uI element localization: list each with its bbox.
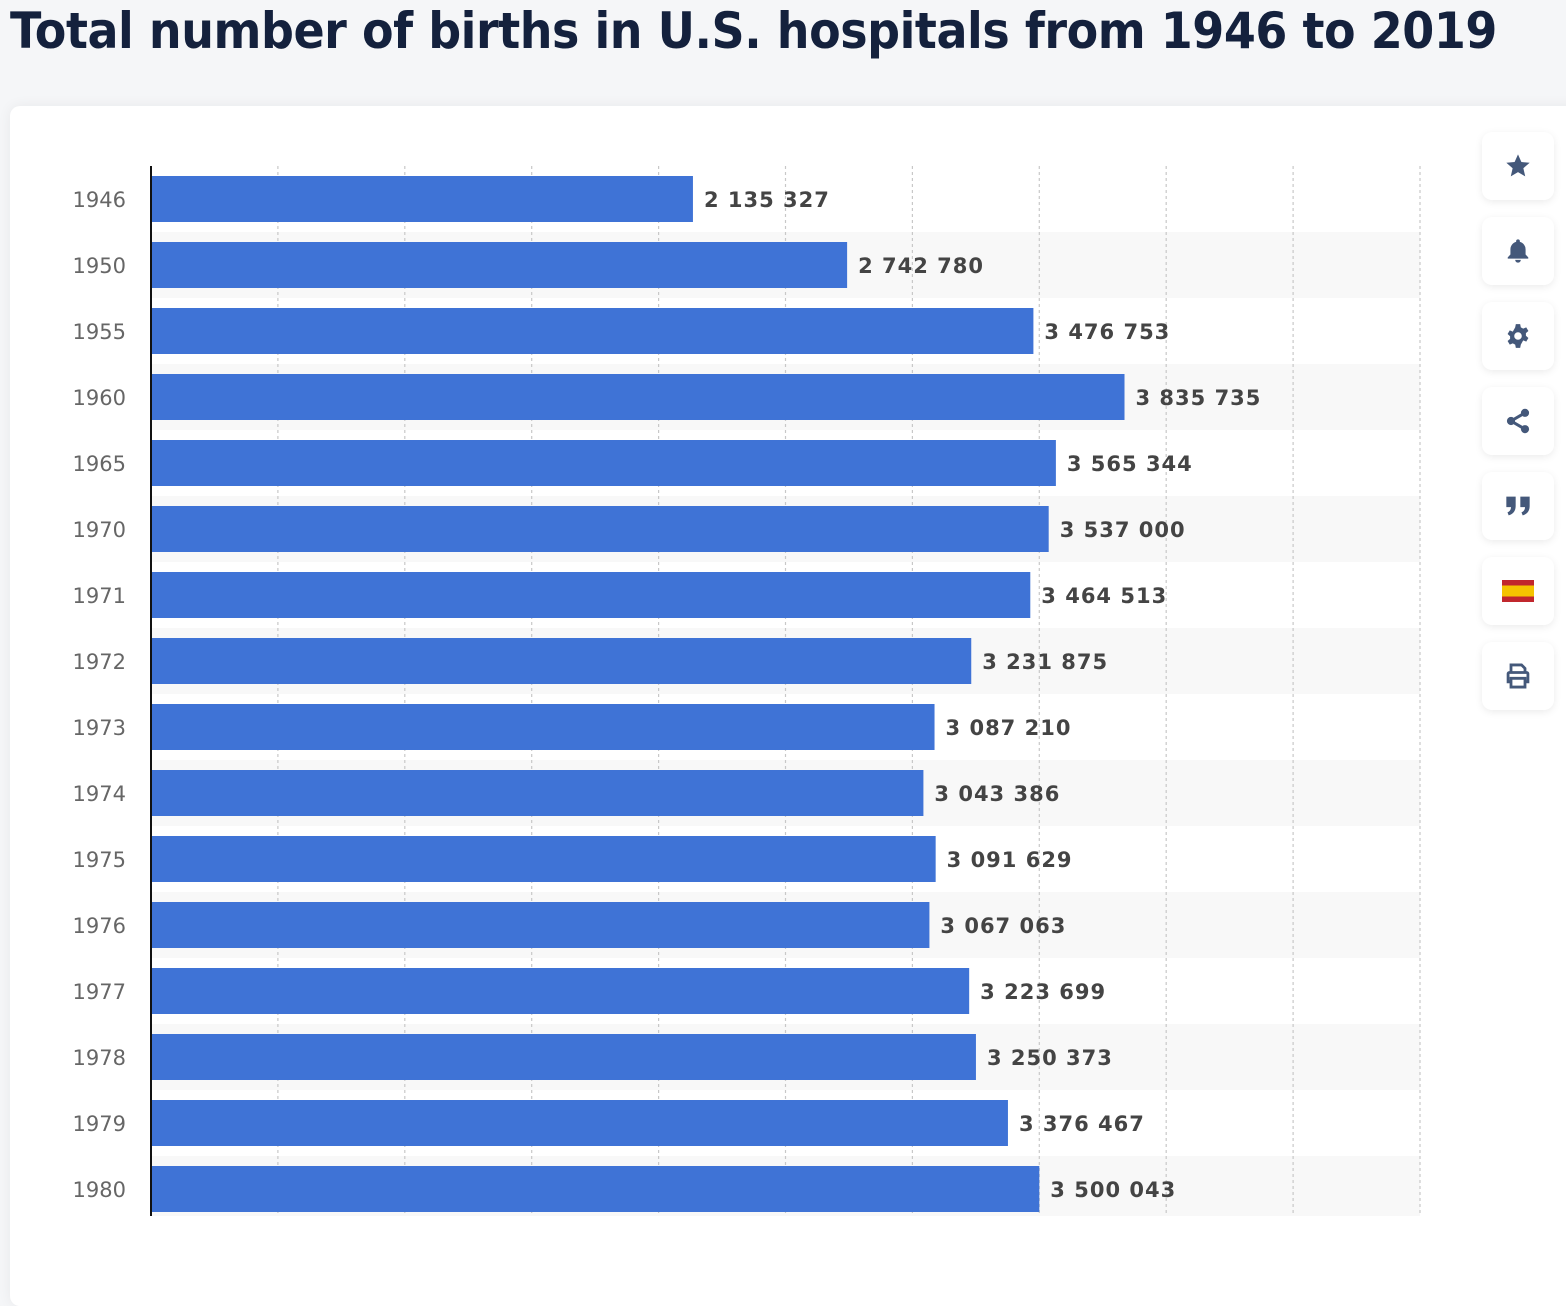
share-button[interactable]	[1482, 387, 1554, 455]
bar-1973[interactable]	[151, 704, 935, 750]
category-label: 1974	[73, 782, 126, 806]
printer-icon	[1506, 663, 1530, 689]
value-label: 3 223 699	[980, 980, 1106, 1004]
category-label: 1975	[73, 848, 126, 872]
value-label: 3 043 386	[934, 782, 1060, 806]
value-label: 3 464 513	[1041, 584, 1167, 608]
page-title: Total number of births in U.S. hospitals…	[10, 2, 1497, 60]
language-button[interactable]	[1482, 557, 1554, 625]
value-label: 3 500 043	[1050, 1178, 1176, 1202]
bar-1946[interactable]	[151, 176, 693, 222]
value-label: 3 087 210	[946, 716, 1072, 740]
bar-1950[interactable]	[151, 242, 848, 288]
category-label: 1960	[73, 386, 126, 410]
category-label: 1978	[73, 1046, 126, 1070]
category-label: 1971	[73, 584, 126, 608]
bar-1972[interactable]	[151, 638, 972, 684]
notification-button[interactable]	[1482, 217, 1554, 285]
bell-icon	[1507, 239, 1529, 263]
bar-1975[interactable]	[151, 836, 936, 882]
value-label: 3 565 344	[1067, 452, 1193, 476]
category-label: 1977	[73, 980, 126, 1004]
bar-1979[interactable]	[151, 1100, 1008, 1146]
category-label: 1979	[73, 1112, 126, 1136]
share-icon	[1506, 408, 1530, 434]
bar-1976[interactable]	[151, 902, 930, 948]
value-label: 3 231 875	[982, 650, 1108, 674]
bar-1955[interactable]	[151, 308, 1034, 354]
settings-button[interactable]	[1482, 302, 1554, 370]
bar-1977[interactable]	[151, 968, 970, 1014]
category-label: 1955	[73, 320, 126, 344]
category-label: 1950	[73, 254, 126, 278]
category-label: 1976	[73, 914, 126, 938]
favorite-button[interactable]	[1482, 132, 1554, 200]
value-label: 3 091 629	[947, 848, 1073, 872]
category-label: 1946	[73, 188, 126, 212]
bar-1978[interactable]	[151, 1034, 976, 1080]
category-label: 1972	[73, 650, 126, 674]
category-label: 1965	[73, 452, 126, 476]
value-labels: 2 135 327 2 742 780 3 476 753 3 835 735 3 56…	[704, 188, 1262, 1202]
bar-1971[interactable]	[151, 572, 1031, 618]
category-label: 1970	[73, 518, 126, 542]
value-label: 3 376 467	[1019, 1112, 1145, 1136]
bar-1965[interactable]	[151, 440, 1056, 486]
value-label: 3 067 063	[940, 914, 1066, 938]
chart-toolbar	[1482, 132, 1554, 727]
bar-1974[interactable]	[151, 770, 924, 816]
star-icon	[1506, 154, 1530, 177]
bar-1970[interactable]	[151, 506, 1049, 552]
cite-button[interactable]	[1482, 472, 1554, 540]
value-label: 3 835 735	[1136, 386, 1262, 410]
spain-flag-icon	[1502, 580, 1534, 602]
value-label: 3 250 373	[987, 1046, 1113, 1070]
category-label: 1973	[73, 716, 126, 740]
value-label: 2 135 327	[704, 188, 830, 212]
bar-1980[interactable]	[151, 1166, 1040, 1212]
value-label: 2 742 780	[858, 254, 984, 278]
bar-chart: 1946 1950 1955 1960 1965 1970 1971 1972 1973 1974…	[73, 166, 1421, 1216]
value-label: 3 476 753	[1044, 320, 1170, 344]
category-labels: 1946 1950 1955 1960 1965 1970 1971 1972 1973 1974…	[73, 188, 126, 1202]
category-label: 1980	[73, 1178, 126, 1202]
gear-icon	[1507, 324, 1529, 348]
quote-icon	[1506, 496, 1530, 516]
value-label: 3 537 000	[1060, 518, 1186, 542]
print-button[interactable]	[1482, 642, 1554, 710]
bar-1960[interactable]	[151, 374, 1125, 420]
bars	[151, 176, 1125, 1212]
